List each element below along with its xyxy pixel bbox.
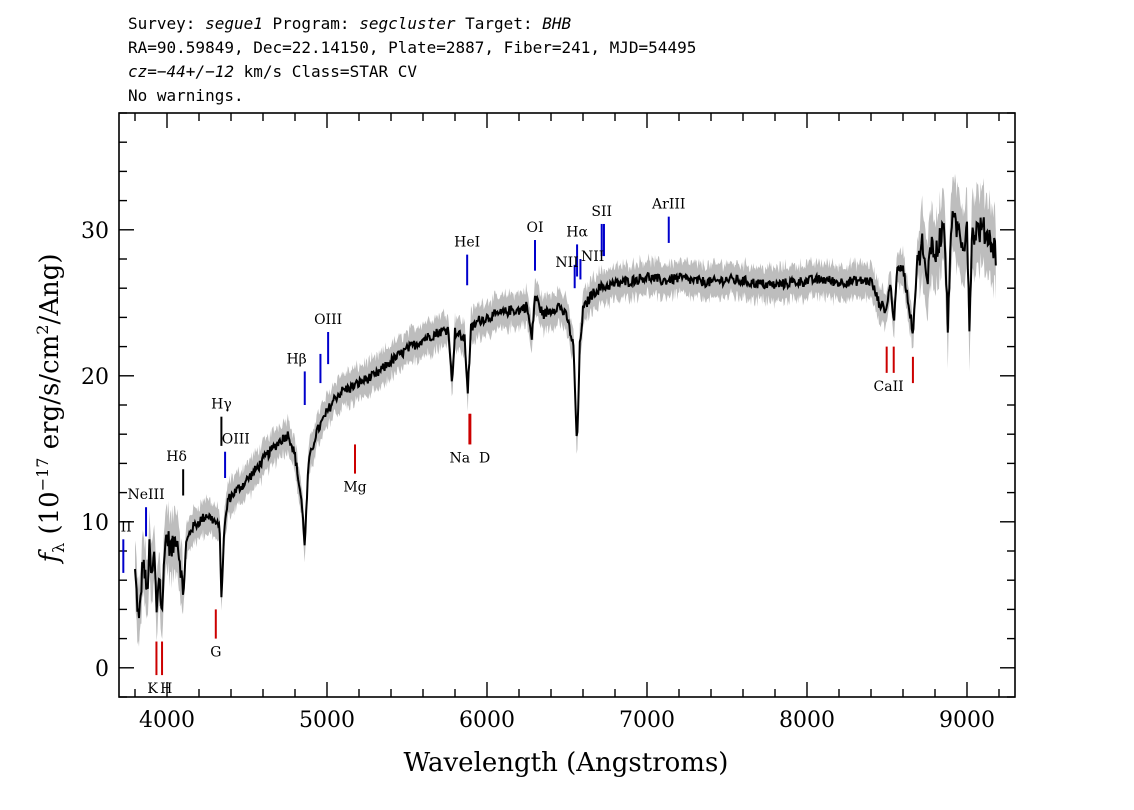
spectral-line-label: Hα (566, 224, 588, 240)
spectral-line-label: Hβ (286, 351, 306, 367)
y-tick-label: 20 (81, 365, 109, 390)
axes-layer: 4000 5000 6000 7000 8000 9000 0 10 20 30 (81, 112, 1016, 733)
y-label-close: /Ang) (35, 253, 65, 324)
spectral-lines-layer: II NeIII Hδ Hγ OIII Hβ OIII HeI OI NII Hα NII SII ArI… (121, 197, 914, 697)
flux-error-band (135, 173, 996, 647)
header-line-warnings: No warnings. (128, 86, 244, 105)
y-tick-label: 0 (95, 657, 109, 682)
cz-label: cz (128, 62, 148, 81)
spectral-line-label: OI (526, 220, 543, 236)
spectral-line-label: Hδ (166, 449, 187, 465)
cz-class: km/s Class=STAR CV (233, 62, 417, 81)
spectral-line-label: H (160, 681, 172, 697)
plot-frame (118, 112, 1016, 698)
x-tick-label: 4000 (139, 708, 195, 733)
cz-equals: = (147, 62, 157, 81)
y-label-area-exponent: 2 (33, 325, 52, 335)
program-label: Program: (262, 14, 360, 33)
spectral-line-label: OIII (314, 312, 342, 328)
y-label-exponent: −17 (33, 458, 52, 492)
cz-value: −44+/−12 (156, 62, 234, 81)
x-tick-label: 6000 (459, 708, 515, 733)
spectrum-header: Survey: segue1 Program: segcluster Targe… (128, 12, 696, 108)
spectral-line-label: SII (591, 204, 612, 220)
spectral-line-label: OIII (222, 432, 250, 448)
y-label-open: (10 (35, 491, 65, 543)
x-tick-label: 9000 (939, 708, 995, 733)
y-label-units: erg/s/cm (35, 335, 65, 458)
spectral-line-label: NII (555, 255, 578, 271)
program-value: segcluster (359, 14, 456, 33)
y-tick-label: 10 (81, 511, 109, 536)
y-axis-label: fλ (10−17 erg/s/cm2/Ang) (33, 253, 68, 564)
flux-series-line (134, 210, 997, 619)
x-tick-label: 5000 (299, 708, 355, 733)
spectral-line-label: G (210, 645, 221, 661)
header-line-redshift: cz=−44+/−12 km/s Class=STAR CV (128, 60, 696, 84)
spectral-line-label: ArIII (651, 197, 685, 213)
x-tick-label: 8000 (779, 708, 835, 733)
spectral-line-label: CaII (874, 379, 904, 395)
survey-label: Survey: (128, 14, 206, 33)
y-label-lambda: λ (49, 543, 68, 553)
spectral-line-label: Na (449, 450, 470, 466)
spectral-line-label: HeI (454, 235, 480, 251)
header-line-survey: Survey: segue1 Program: segcluster Targe… (128, 12, 696, 36)
spectral-line-label: NeIII (127, 487, 164, 503)
target-value: BHB (542, 14, 572, 33)
target-label: Target: (455, 14, 543, 33)
data-layer (134, 173, 997, 647)
y-tick-label: 30 (81, 219, 109, 244)
x-tick-label: 7000 (619, 708, 675, 733)
survey-value: segue1 (205, 14, 263, 33)
spectral-line-label: II (121, 519, 132, 535)
x-axis-label: Wavelength (Angstroms) (404, 748, 729, 778)
spectral-line-label: Mg (343, 480, 366, 496)
spectral-line-label: Hγ (211, 397, 232, 413)
header-line-coordinates: RA=90.59849, Dec=22.14150, Plate=2887, F… (128, 38, 697, 57)
spectral-line-label: NII (581, 249, 604, 265)
spectral-line-label: D (479, 450, 490, 466)
spectral-line-label: K (147, 681, 158, 697)
